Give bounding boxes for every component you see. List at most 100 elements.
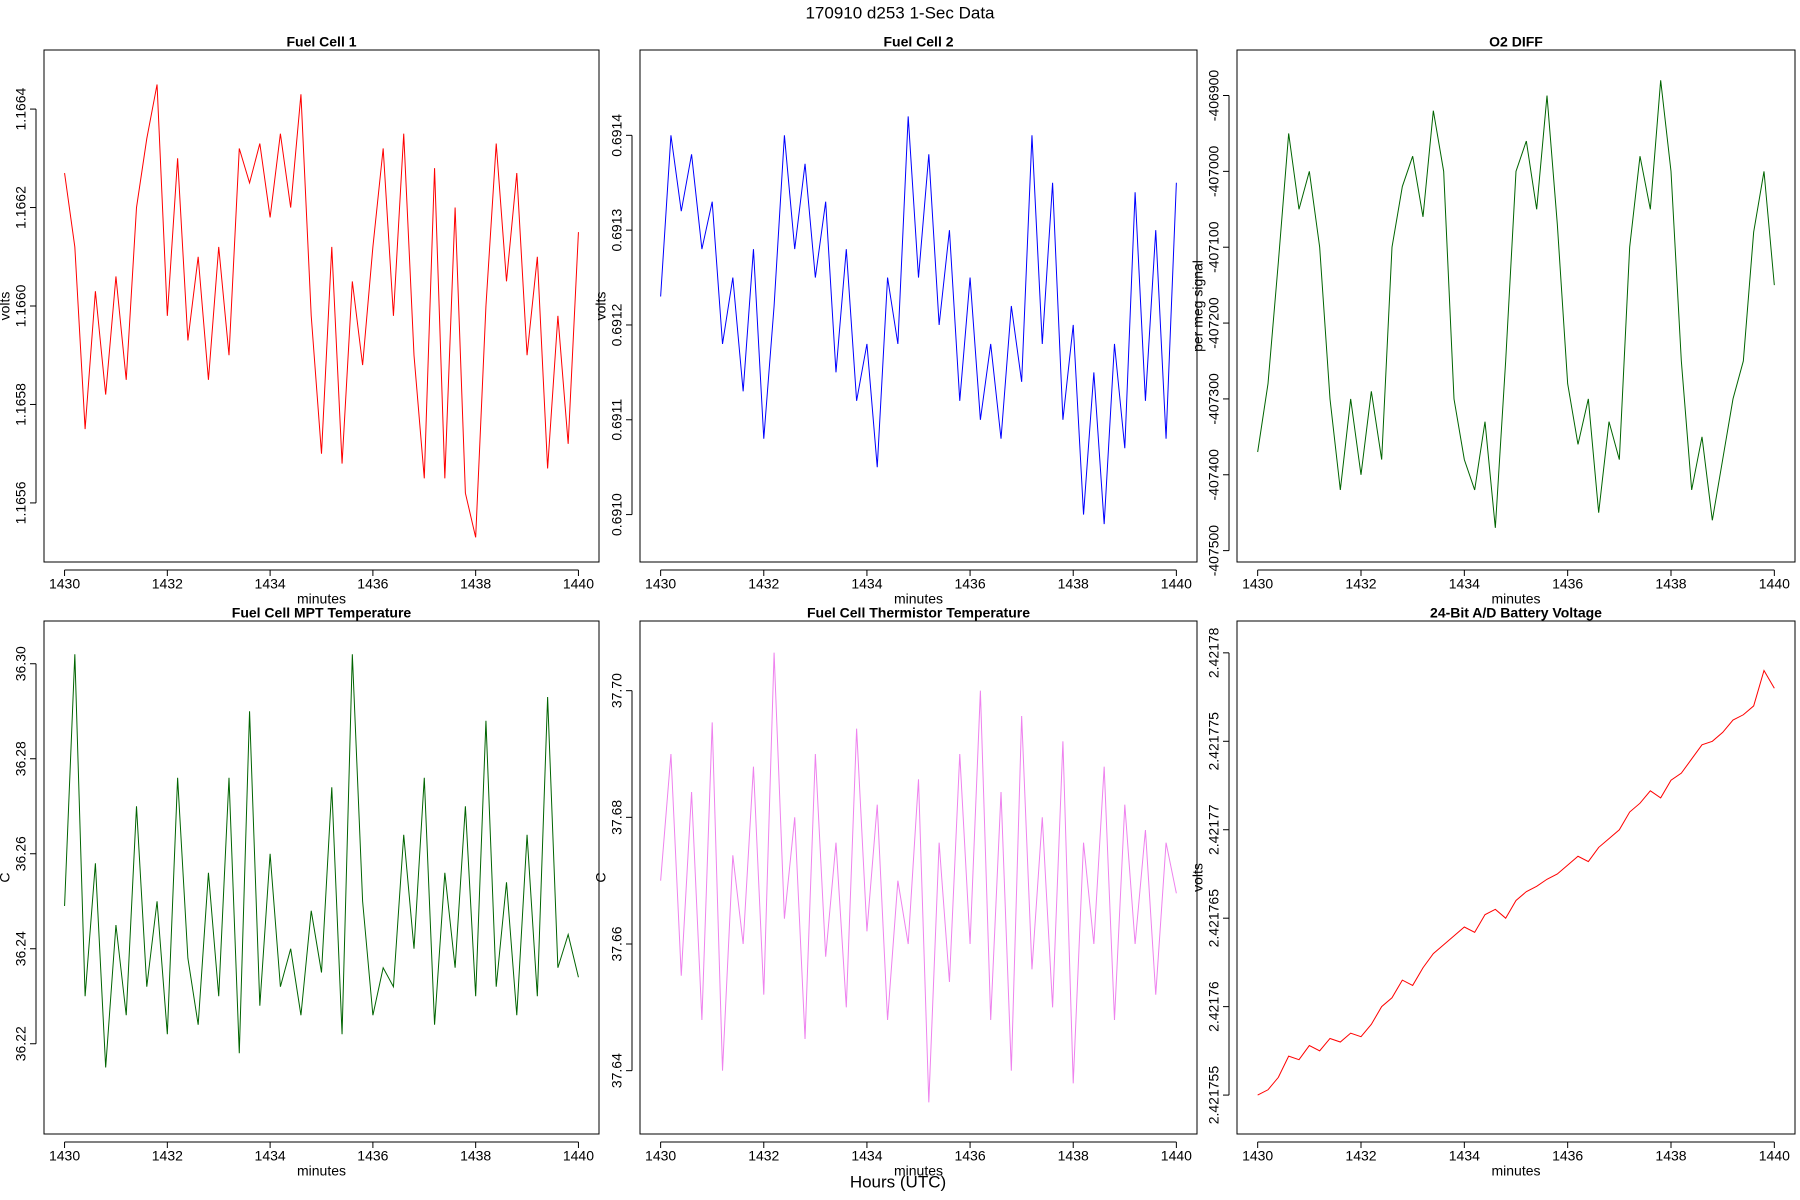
x-tick-label: 1432 bbox=[748, 1148, 779, 1164]
x-axis-label: minutes bbox=[1491, 591, 1540, 607]
x-tick-label: 1438 bbox=[1058, 576, 1089, 592]
y-axis-label: volts bbox=[1190, 863, 1206, 892]
data-line bbox=[64, 654, 579, 1068]
y-tick-label: -406900 bbox=[1206, 70, 1222, 122]
y-axis-label: C bbox=[0, 872, 13, 882]
y-tick-label: -407200 bbox=[1206, 297, 1222, 349]
x-tick-label: 1430 bbox=[49, 1148, 80, 1164]
y-tick-label: 1.1656 bbox=[13, 481, 29, 524]
y-tick-label: 36.26 bbox=[13, 836, 29, 871]
y-tick-label: 37.66 bbox=[609, 926, 625, 961]
x-tick-label: 1432 bbox=[152, 576, 183, 592]
y-axis-label: C bbox=[593, 872, 609, 882]
data-line bbox=[660, 116, 1177, 525]
y-tick-label: 37.64 bbox=[609, 1053, 625, 1088]
x-axis-label: minutes bbox=[1491, 1163, 1540, 1179]
y-tick-label: 0.6914 bbox=[609, 114, 625, 157]
x-tick-label: 1434 bbox=[851, 1148, 882, 1164]
x-axis-label: minutes bbox=[297, 1163, 346, 1179]
x-tick-label: 1434 bbox=[255, 1148, 286, 1164]
y-axis-label: volts bbox=[593, 292, 609, 321]
x-tick-label: 1440 bbox=[563, 576, 594, 592]
x-tick-label: 1430 bbox=[645, 1148, 676, 1164]
x-tick-label: 1440 bbox=[1759, 576, 1790, 592]
y-tick-label: 2.421755 bbox=[1206, 1066, 1222, 1125]
y-tick-label: 37.70 bbox=[609, 673, 625, 708]
x-tick-label: 1434 bbox=[851, 576, 882, 592]
y-tick-label: 1.1662 bbox=[13, 186, 29, 229]
x-tick-label: 1430 bbox=[645, 576, 676, 592]
y-tick-label: 0.6912 bbox=[609, 303, 625, 346]
y-tick-label: 36.28 bbox=[13, 741, 29, 776]
panel-title: O2 DIFF bbox=[1489, 34, 1543, 50]
panel-title: Fuel Cell Thermistor Temperature bbox=[807, 605, 1030, 621]
y-tick-label: -407000 bbox=[1206, 145, 1222, 197]
x-tick-label: 1430 bbox=[1242, 576, 1273, 592]
y-axis-label: per meg signal bbox=[1190, 260, 1206, 352]
x-axis-label: minutes bbox=[297, 591, 346, 607]
y-tick-label: 2.42177 bbox=[1206, 804, 1222, 855]
x-tick-label: 1438 bbox=[460, 576, 491, 592]
plot-box bbox=[1236, 49, 1796, 563]
y-tick-label: 1.1658 bbox=[13, 383, 29, 426]
y-tick-label: 2.42178 bbox=[1206, 627, 1222, 678]
y-tick-label: 37.68 bbox=[609, 800, 625, 835]
x-tick-label: 1438 bbox=[460, 1148, 491, 1164]
plot-box bbox=[43, 620, 600, 1135]
x-axis-label: minutes bbox=[894, 591, 943, 607]
x-tick-label: 1436 bbox=[1552, 1148, 1583, 1164]
x-tick-label: 1432 bbox=[152, 1148, 183, 1164]
x-tick-label: 1438 bbox=[1655, 1148, 1686, 1164]
x-tick-label: 1436 bbox=[357, 576, 388, 592]
y-tick-label: 36.22 bbox=[13, 1026, 29, 1061]
y-tick-label: 2.421765 bbox=[1206, 889, 1222, 948]
y-tick-label: 0.6913 bbox=[609, 209, 625, 252]
y-tick-label: 0.6911 bbox=[609, 399, 625, 441]
y-tick-label: 2.42176 bbox=[1206, 981, 1222, 1032]
data-line bbox=[1257, 80, 1775, 528]
y-tick-label: 36.30 bbox=[13, 646, 29, 681]
y-tick-label: 1.1660 bbox=[13, 284, 29, 327]
x-tick-label: 1432 bbox=[1345, 1148, 1376, 1164]
plot-box bbox=[43, 49, 600, 563]
x-tick-label: 1432 bbox=[748, 576, 779, 592]
y-tick-label: 2.421775 bbox=[1206, 712, 1222, 771]
x-axis-label: minutes bbox=[894, 1163, 943, 1179]
plot-box bbox=[1236, 620, 1796, 1135]
y-tick-label: 1.1664 bbox=[13, 87, 29, 130]
y-axis-label: volts bbox=[0, 292, 13, 321]
x-tick-label: 1432 bbox=[1345, 576, 1376, 592]
x-tick-label: 1438 bbox=[1655, 576, 1686, 592]
figure-x-label: Hours (UTC) bbox=[850, 1172, 946, 1191]
panel-title: Fuel Cell MPT Temperature bbox=[232, 605, 412, 621]
x-tick-label: 1430 bbox=[1242, 1148, 1273, 1164]
data-line bbox=[1257, 669, 1775, 1096]
x-tick-label: 1440 bbox=[1161, 576, 1192, 592]
plot-box bbox=[639, 49, 1198, 563]
x-tick-label: 1438 bbox=[1058, 1148, 1089, 1164]
x-tick-label: 1436 bbox=[357, 1148, 388, 1164]
x-tick-label: 1440 bbox=[563, 1148, 594, 1164]
figure-title: 170910 d253 1-Sec Data bbox=[805, 3, 995, 22]
x-tick-label: 1430 bbox=[49, 576, 80, 592]
y-tick-label: 36.24 bbox=[13, 931, 29, 966]
y-tick-label: -407400 bbox=[1206, 449, 1222, 501]
x-tick-label: 1436 bbox=[954, 576, 985, 592]
y-tick-label: -407300 bbox=[1206, 373, 1222, 425]
x-tick-label: 1434 bbox=[1449, 1148, 1480, 1164]
y-tick-label: -407100 bbox=[1206, 221, 1222, 273]
x-tick-label: 1434 bbox=[1449, 576, 1480, 592]
plot-box bbox=[639, 620, 1198, 1135]
x-tick-label: 1436 bbox=[1552, 576, 1583, 592]
x-tick-label: 1440 bbox=[1161, 1148, 1192, 1164]
y-tick-label: -407500 bbox=[1206, 525, 1222, 577]
y-tick-label: 0.6910 bbox=[609, 493, 625, 536]
panel-title: Fuel Cell 2 bbox=[883, 34, 953, 50]
panel-title: Fuel Cell 1 bbox=[286, 34, 356, 50]
x-tick-label: 1434 bbox=[255, 576, 286, 592]
x-tick-label: 1436 bbox=[954, 1148, 985, 1164]
x-tick-label: 1440 bbox=[1759, 1148, 1790, 1164]
data-line bbox=[64, 84, 579, 538]
panel-title: 24-Bit A/D Battery Voltage bbox=[1430, 605, 1602, 621]
